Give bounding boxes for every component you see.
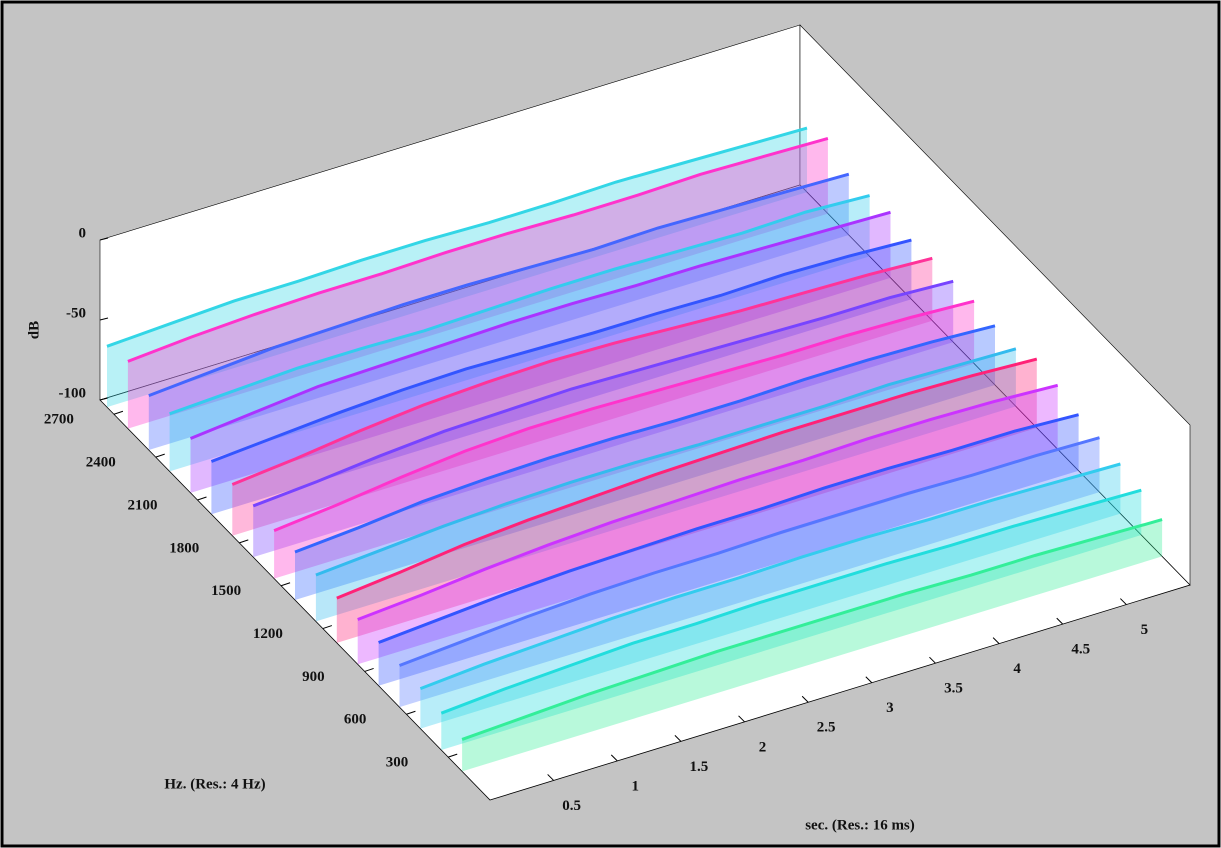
row-line [378,413,1079,644]
row-line [419,462,1121,691]
x-tick [1120,598,1127,605]
x-tick-label: 2.5 [817,720,836,736]
row-area [148,174,849,450]
x-tick-label: 3 [886,700,894,716]
y-tick [364,667,374,672]
z-axis-label: dB [26,321,42,339]
y-tick [322,625,333,630]
y-tick-label: 1200 [253,626,283,642]
row-area [336,359,1037,643]
x-tick [992,637,1000,644]
y-tick-label: 600 [344,712,367,728]
y-tick [280,582,291,587]
x-tick-label: 4.5 [1071,642,1090,658]
row-area [253,281,954,558]
y-tick-label: 2100 [128,497,158,513]
row-line [273,299,975,532]
y-tick [406,710,416,715]
row-line [189,210,891,440]
x-tick-label: 0.5 [562,798,581,814]
x-tick-label: 5 [1141,622,1149,638]
row-area [295,325,995,600]
row-area [315,348,1016,622]
x-tick [865,676,873,684]
x-tick [801,695,809,703]
x-tick-label: 3.5 [944,681,963,697]
z-tick [99,397,109,401]
x-tick [738,715,745,723]
y-tick-label: 2700 [44,412,74,428]
y-tick [239,539,249,544]
x-tick [610,754,618,762]
z-tick-label: 0 [79,225,87,241]
x-tick [1056,617,1064,625]
row-area [211,240,912,515]
row-area [420,464,1121,729]
row-line [252,279,954,508]
y-tick [197,496,207,501]
y-tick-label: 300 [386,755,409,771]
y-tick [155,453,165,458]
x-tick [674,735,682,742]
row-area [232,258,933,536]
row-line [398,436,1100,667]
z-tick-label: -100 [59,385,87,401]
y-tick [113,410,124,415]
x-tick-label: 2 [759,739,767,755]
y-tick-label: 2400 [86,455,116,471]
row-line [127,136,829,363]
floor [99,184,1191,801]
y-tick-label: 1800 [169,540,199,556]
row-line [106,126,808,348]
x-tick [929,656,936,664]
x-tick-label: 1 [632,778,640,794]
row-area [190,212,891,493]
row-line [336,357,1038,600]
x-tick [547,774,554,781]
row-line [294,324,996,554]
row-line [148,172,850,398]
x-axis-label: sec. (Res.: 16 ms) [805,817,915,833]
x-tick-label: 1.5 [690,759,709,775]
y-tick-label: 900 [302,669,325,685]
z-tick [99,317,109,321]
row-area [169,195,870,472]
y-tick [448,753,458,758]
row-line [210,238,912,463]
row-line [440,488,1142,715]
z-tick [99,237,109,241]
row-line [461,518,1163,741]
row-line [315,347,1017,577]
row-line [169,194,870,416]
row-area [274,301,975,579]
x-tick-label: 4 [1013,661,1021,677]
row-area [399,437,1100,708]
z-tick-label: -50 [66,305,86,321]
row-line [357,383,1059,621]
y-tick-label: 1500 [211,583,241,599]
y-axis-label: Hz. (Res.: 4 Hz) [164,776,265,792]
row-area [462,519,1163,772]
row-line [231,256,933,486]
